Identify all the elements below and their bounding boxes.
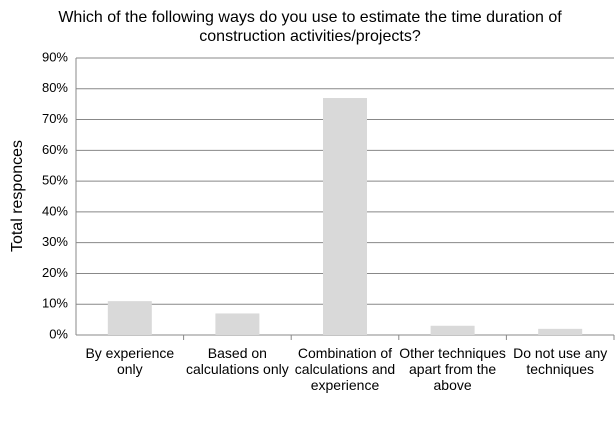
chart-title: Which of the following ways do you use t… — [58, 9, 562, 45]
x-tick-label: Combination of calculations and experien… — [294, 345, 396, 393]
y-axis-label: Total responces — [9, 140, 26, 252]
y-tick-label: 10% — [42, 296, 68, 311]
x-tick-label: Other techniques apart from the above — [399, 345, 506, 393]
x-tick-label: Do not use any techniques — [513, 345, 608, 377]
y-tick-label: 30% — [42, 234, 68, 249]
y-tick-label: 90% — [42, 49, 68, 64]
y-tick-label: 0% — [49, 326, 68, 341]
x-tick-label: Based on calculations only — [186, 345, 289, 377]
bar — [538, 328, 583, 335]
y-tick-label: 80% — [42, 80, 68, 95]
x-tick-label: By experience only — [85, 345, 175, 377]
y-tick-label: 40% — [42, 203, 68, 218]
bar — [430, 325, 475, 335]
y-tick-label: 70% — [42, 111, 68, 126]
bar — [107, 301, 152, 335]
bar — [323, 98, 367, 335]
y-tick-label: 20% — [42, 265, 68, 280]
y-tick-label: 60% — [42, 142, 68, 157]
bar — [215, 313, 260, 335]
y-tick-label: 50% — [42, 173, 68, 188]
